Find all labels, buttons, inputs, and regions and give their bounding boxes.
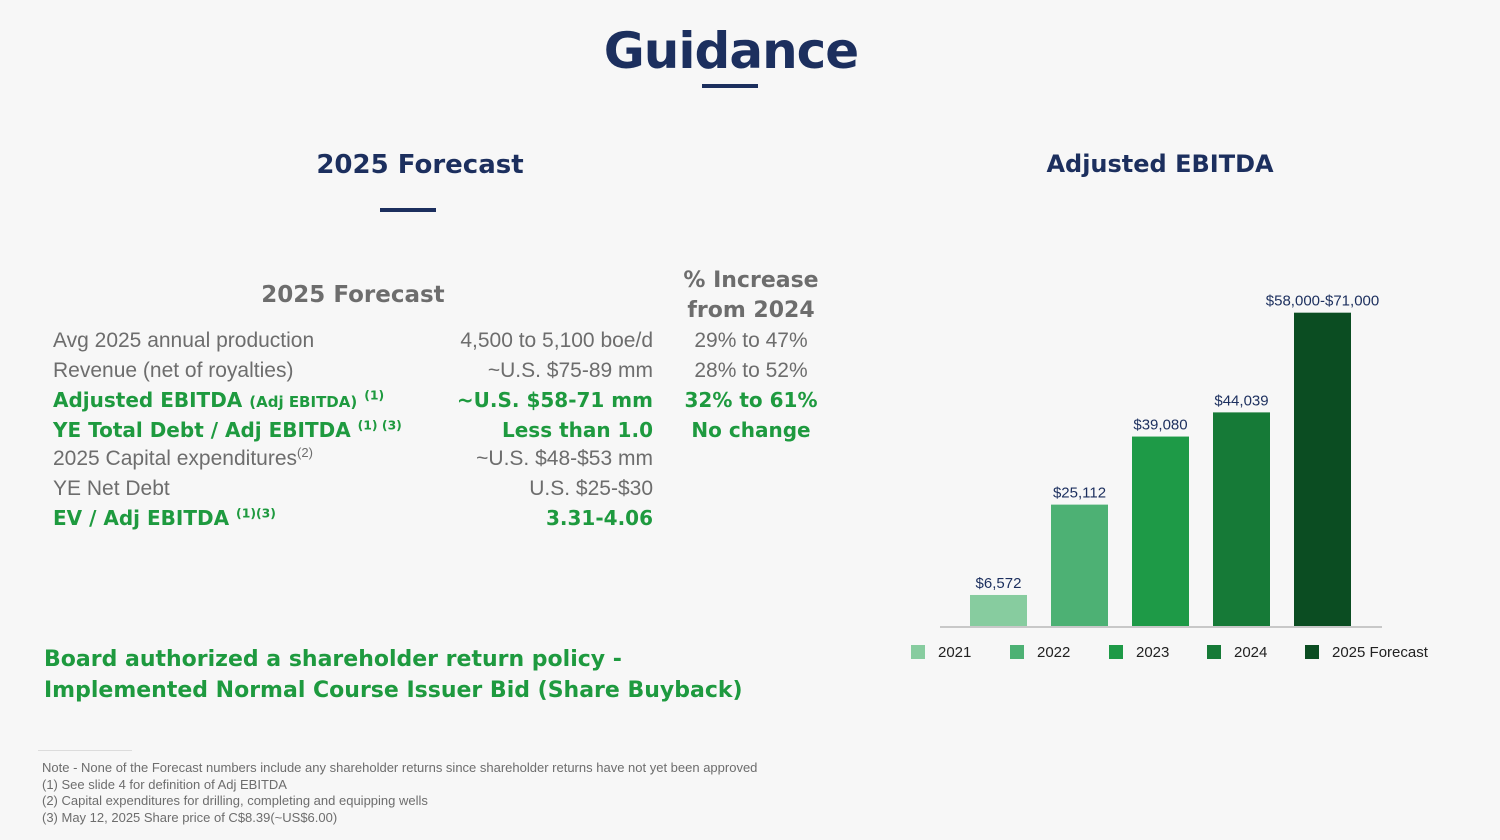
table-header-forecast: 2025 Forecast xyxy=(261,282,445,308)
legend-swatch xyxy=(1207,645,1221,659)
table-header-increase-line2: from 2024 xyxy=(687,298,815,323)
footnotes: Note - None of the Forecast numbers incl… xyxy=(42,760,757,826)
data-label: $44,039 xyxy=(1214,392,1268,409)
legend-label: 2024 xyxy=(1234,644,1267,661)
row-label: YE Total Debt / Adj EBITDA (1) (3) xyxy=(53,418,402,442)
footnote-line: (1) See slide 4 for definition of Adj EB… xyxy=(42,776,287,792)
forecast-underline xyxy=(380,208,436,212)
table-header-increase-line1: % Increase xyxy=(683,268,819,293)
legend-label: 2023 xyxy=(1136,644,1169,661)
row-label: 2025 Capital expenditures(2) xyxy=(53,445,313,471)
row-value: ~U.S. $75-89 mm xyxy=(487,359,653,382)
table-row: YE Total Debt / Adj EBITDA (1) (3) Less … xyxy=(0,418,900,448)
footnote-ref: (1)(3) xyxy=(236,505,276,521)
data-label: $39,080 xyxy=(1133,417,1187,434)
row-increase: 29% to 47% xyxy=(694,329,808,352)
row-label: Revenue (net of royalties) xyxy=(53,359,294,382)
row-value: U.S. $25-$30 xyxy=(529,477,653,500)
footnote-line: (2) Capital expenditures for drilling, c… xyxy=(42,793,428,808)
bar-2025-forecast xyxy=(1294,312,1351,627)
table-header-increase: % Increase from 2024 xyxy=(670,266,832,326)
footnote-ref: (1) xyxy=(364,387,385,403)
data-label: $6,572 xyxy=(976,575,1022,592)
board-policy-line2: Implemented Normal Course Issuer Bid (Sh… xyxy=(44,678,743,703)
board-policy-line1: Board authorized a shareholder return po… xyxy=(44,647,622,672)
bar-2021 xyxy=(970,594,1027,627)
table-row: EV / Adj EBITDA (1)(3) 3.31-4.06 xyxy=(0,506,900,536)
bars-group: $6,572 $25,112 $39,080 $44,039 $58,000-$71,0… xyxy=(970,293,1379,627)
page-title: Guidance xyxy=(603,22,859,80)
data-label: $58,000-$71,000 xyxy=(1266,293,1379,310)
bar-2022 xyxy=(1051,504,1108,627)
row-value: 4,500 to 5,100 boe/d xyxy=(460,329,653,352)
row-increase: No change xyxy=(691,418,811,442)
row-label: Avg 2025 annual production xyxy=(53,329,315,352)
row-value: ~U.S. $58-71 mm xyxy=(456,388,653,412)
legend-swatch xyxy=(1109,645,1123,659)
legend-swatch xyxy=(911,645,925,659)
row-label-main: Adjusted EBITDA xyxy=(53,388,243,412)
row-label-main: EV / Adj EBITDA xyxy=(53,506,230,530)
forecast-heading: 2025 Forecast xyxy=(316,150,524,180)
legend-swatch xyxy=(1305,645,1319,659)
footnote-ref: (2) xyxy=(297,445,313,460)
row-value: 3.31-4.06 xyxy=(546,506,653,530)
table-row: Revenue (net of royalties) ~U.S. $75-89 … xyxy=(0,359,900,389)
table-row: YE Net Debt U.S. $25-$30 xyxy=(0,477,900,507)
table-row: Adjusted EBITDA (Adj EBITDA) (1) ~U.S. $… xyxy=(0,388,900,418)
table-row: 2025 Capital expenditures(2) ~U.S. $48-$… xyxy=(0,445,900,477)
row-increase: 32% to 61% xyxy=(684,388,818,412)
title-underline xyxy=(702,84,758,88)
bar-2024 xyxy=(1213,412,1270,627)
footnote-ref: (1) (3) xyxy=(357,417,402,433)
board-policy-text: Board authorized a shareholder return po… xyxy=(44,644,844,706)
legend-label: 2025 Forecast xyxy=(1332,644,1429,661)
row-label-abbrev: (Adj EBITDA) xyxy=(249,393,358,411)
row-value: ~U.S. $48-$53 mm xyxy=(476,447,653,470)
footnote-line: (3) May 12, 2025 Share price of C$8.39(~… xyxy=(42,809,338,825)
legend-label: 2022 xyxy=(1037,644,1070,661)
legend-swatch xyxy=(1010,645,1024,659)
row-label-main: YE Total Debt / Adj EBITDA xyxy=(53,418,351,442)
row-label: Adjusted EBITDA (Adj EBITDA) (1) xyxy=(53,388,384,412)
notes-divider xyxy=(38,750,132,751)
table-row: Avg 2025 annual production 4,500 to 5,10… xyxy=(0,329,900,359)
row-label: EV / Adj EBITDA (1)(3) xyxy=(53,506,276,530)
chart-legend: 2021 2022 2023 2024 2025 Forecast xyxy=(911,644,1429,661)
bar-2023 xyxy=(1132,436,1189,627)
chart-title: Adjusted EBITDA xyxy=(1046,150,1274,178)
row-value: Less than 1.0 xyxy=(501,418,653,442)
legend-label: 2021 xyxy=(938,644,971,661)
row-label-main: 2025 Capital expenditures xyxy=(53,447,298,470)
row-label: YE Net Debt xyxy=(53,477,170,500)
footnote-line: Note - None of the Forecast numbers incl… xyxy=(42,760,758,775)
row-increase: 28% to 52% xyxy=(694,359,808,382)
ebitda-bar-chart: $6,572 $25,112 $39,080 $44,039 $58,000-$71,0… xyxy=(911,293,1429,661)
data-label: $25,112 xyxy=(1053,485,1106,502)
